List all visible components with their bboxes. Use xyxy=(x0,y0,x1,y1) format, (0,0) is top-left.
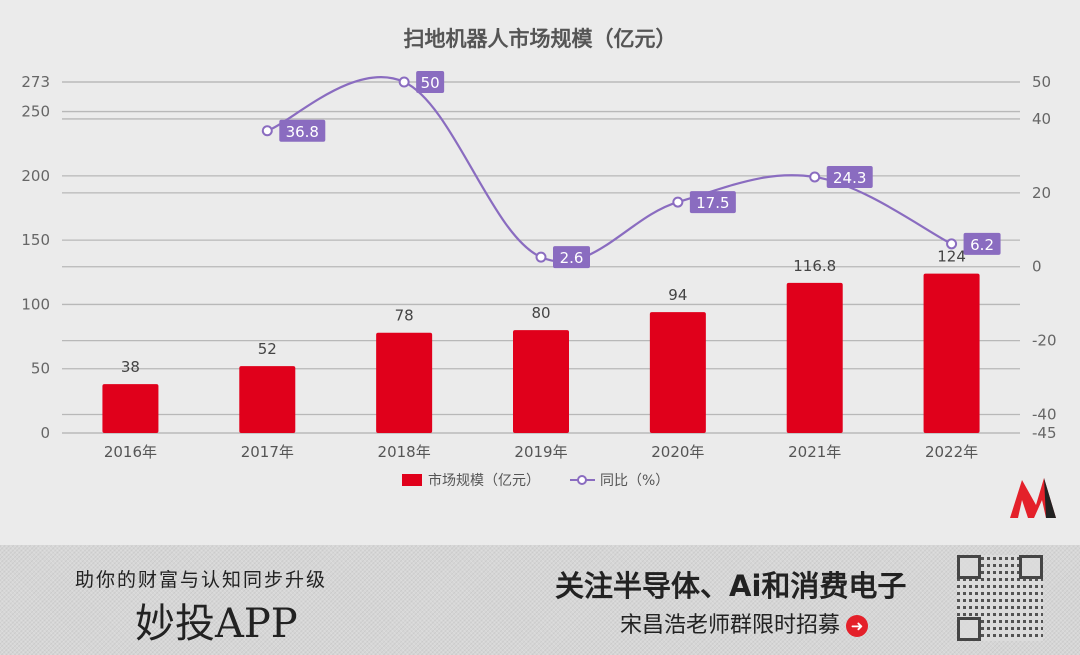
line-value-label: 36.8 xyxy=(286,123,319,141)
bar xyxy=(923,273,980,433)
bar-value-label: 124 xyxy=(937,248,966,266)
line-marker xyxy=(261,125,273,137)
bar xyxy=(513,330,569,433)
right-tick-label: -40 xyxy=(1032,406,1057,424)
left-tick-label: 250 xyxy=(21,103,50,121)
qr-code xyxy=(957,555,1043,641)
bar-value-label: 94 xyxy=(668,286,687,304)
bar-value-label: 38 xyxy=(121,358,140,376)
right-tick-label: 0 xyxy=(1032,258,1042,276)
right-tick-label: 40 xyxy=(1032,110,1051,128)
bar xyxy=(649,312,706,433)
legend-bar-swatch xyxy=(402,474,422,486)
line-marker xyxy=(535,251,547,263)
line-marker xyxy=(946,238,958,250)
bar xyxy=(102,384,159,433)
line-label-box xyxy=(553,246,590,269)
x-tick-label: 2022年 xyxy=(925,443,978,461)
line-label-box xyxy=(826,165,873,188)
line-value-label: 2.6 xyxy=(560,249,584,267)
arrow-right-icon: ➜ xyxy=(846,615,869,637)
line-label-box xyxy=(963,232,1001,255)
banner-recruit-link[interactable]: 宋昌浩老师群限时招募 ➜ xyxy=(620,607,869,639)
left-tick-label: 100 xyxy=(21,295,50,313)
line-marker xyxy=(809,171,821,183)
right-tick-label: -45 xyxy=(1032,424,1057,442)
x-tick-label: 2016年 xyxy=(104,443,157,461)
x-tick-label: 2017年 xyxy=(241,443,294,461)
line-label-box xyxy=(279,119,326,142)
x-tick-label: 2019年 xyxy=(514,443,567,461)
line-label-box xyxy=(689,191,736,214)
bar-value-label: 80 xyxy=(531,304,550,322)
left-tick-label: 50 xyxy=(31,360,50,378)
left-tick-label: 0 xyxy=(40,424,50,442)
bar-value-label: 52 xyxy=(258,340,277,358)
recruit-text: 宋昌浩老师群限时招募 xyxy=(620,613,841,638)
right-tick-label: 50 xyxy=(1032,73,1051,91)
banner-follow-text: 关注半导体、Ai和消费电子 xyxy=(555,569,907,603)
brand-logo xyxy=(1010,478,1056,518)
promo-banner: 助你的财富与认知同步升级 妙投APP 关注半导体、Ai和消费电子 宋昌浩老师群限… xyxy=(0,545,1080,655)
right-tick-label: 20 xyxy=(1032,184,1051,202)
legend-bar-label: 市场规模（亿元） xyxy=(428,472,540,489)
legend-line-marker xyxy=(577,475,587,485)
x-tick-label: 2018年 xyxy=(378,443,431,461)
x-tick-label: 2020年 xyxy=(651,443,704,461)
line-value-label: 17.5 xyxy=(696,194,729,212)
line-value-label: 24.3 xyxy=(833,169,866,187)
right-tick-label: -20 xyxy=(1032,332,1057,350)
line-marker xyxy=(672,196,684,208)
left-tick-label: 150 xyxy=(21,231,50,249)
bar xyxy=(786,282,843,433)
bar-value-label: 116.8 xyxy=(793,257,836,275)
banner-slogan: 助你的财富与认知同步升级 xyxy=(75,569,328,591)
bar xyxy=(376,332,433,433)
left-tick-label: 200 xyxy=(21,167,50,185)
bar xyxy=(239,366,296,433)
legend-line-label: 同比（%） xyxy=(600,473,669,489)
line-value-label: 50 xyxy=(421,74,440,92)
line-value-label: 6.2 xyxy=(970,236,994,254)
left-tick-label: 273 xyxy=(21,73,50,91)
bar-value-label: 78 xyxy=(395,307,414,325)
line-label-box xyxy=(416,71,445,93)
legend: 市场规模（亿元） 同比（%） xyxy=(402,472,669,489)
x-tick-label: 2021年 xyxy=(788,443,841,461)
banner-app-name: 妙投APP xyxy=(135,601,298,647)
chart-title: 扫地机器人市场规模（亿元） xyxy=(404,27,677,51)
chart: 扫地机器人市场规模（亿元） 050100150200250273-45-40-2… xyxy=(21,27,1057,518)
line-marker xyxy=(398,76,410,88)
